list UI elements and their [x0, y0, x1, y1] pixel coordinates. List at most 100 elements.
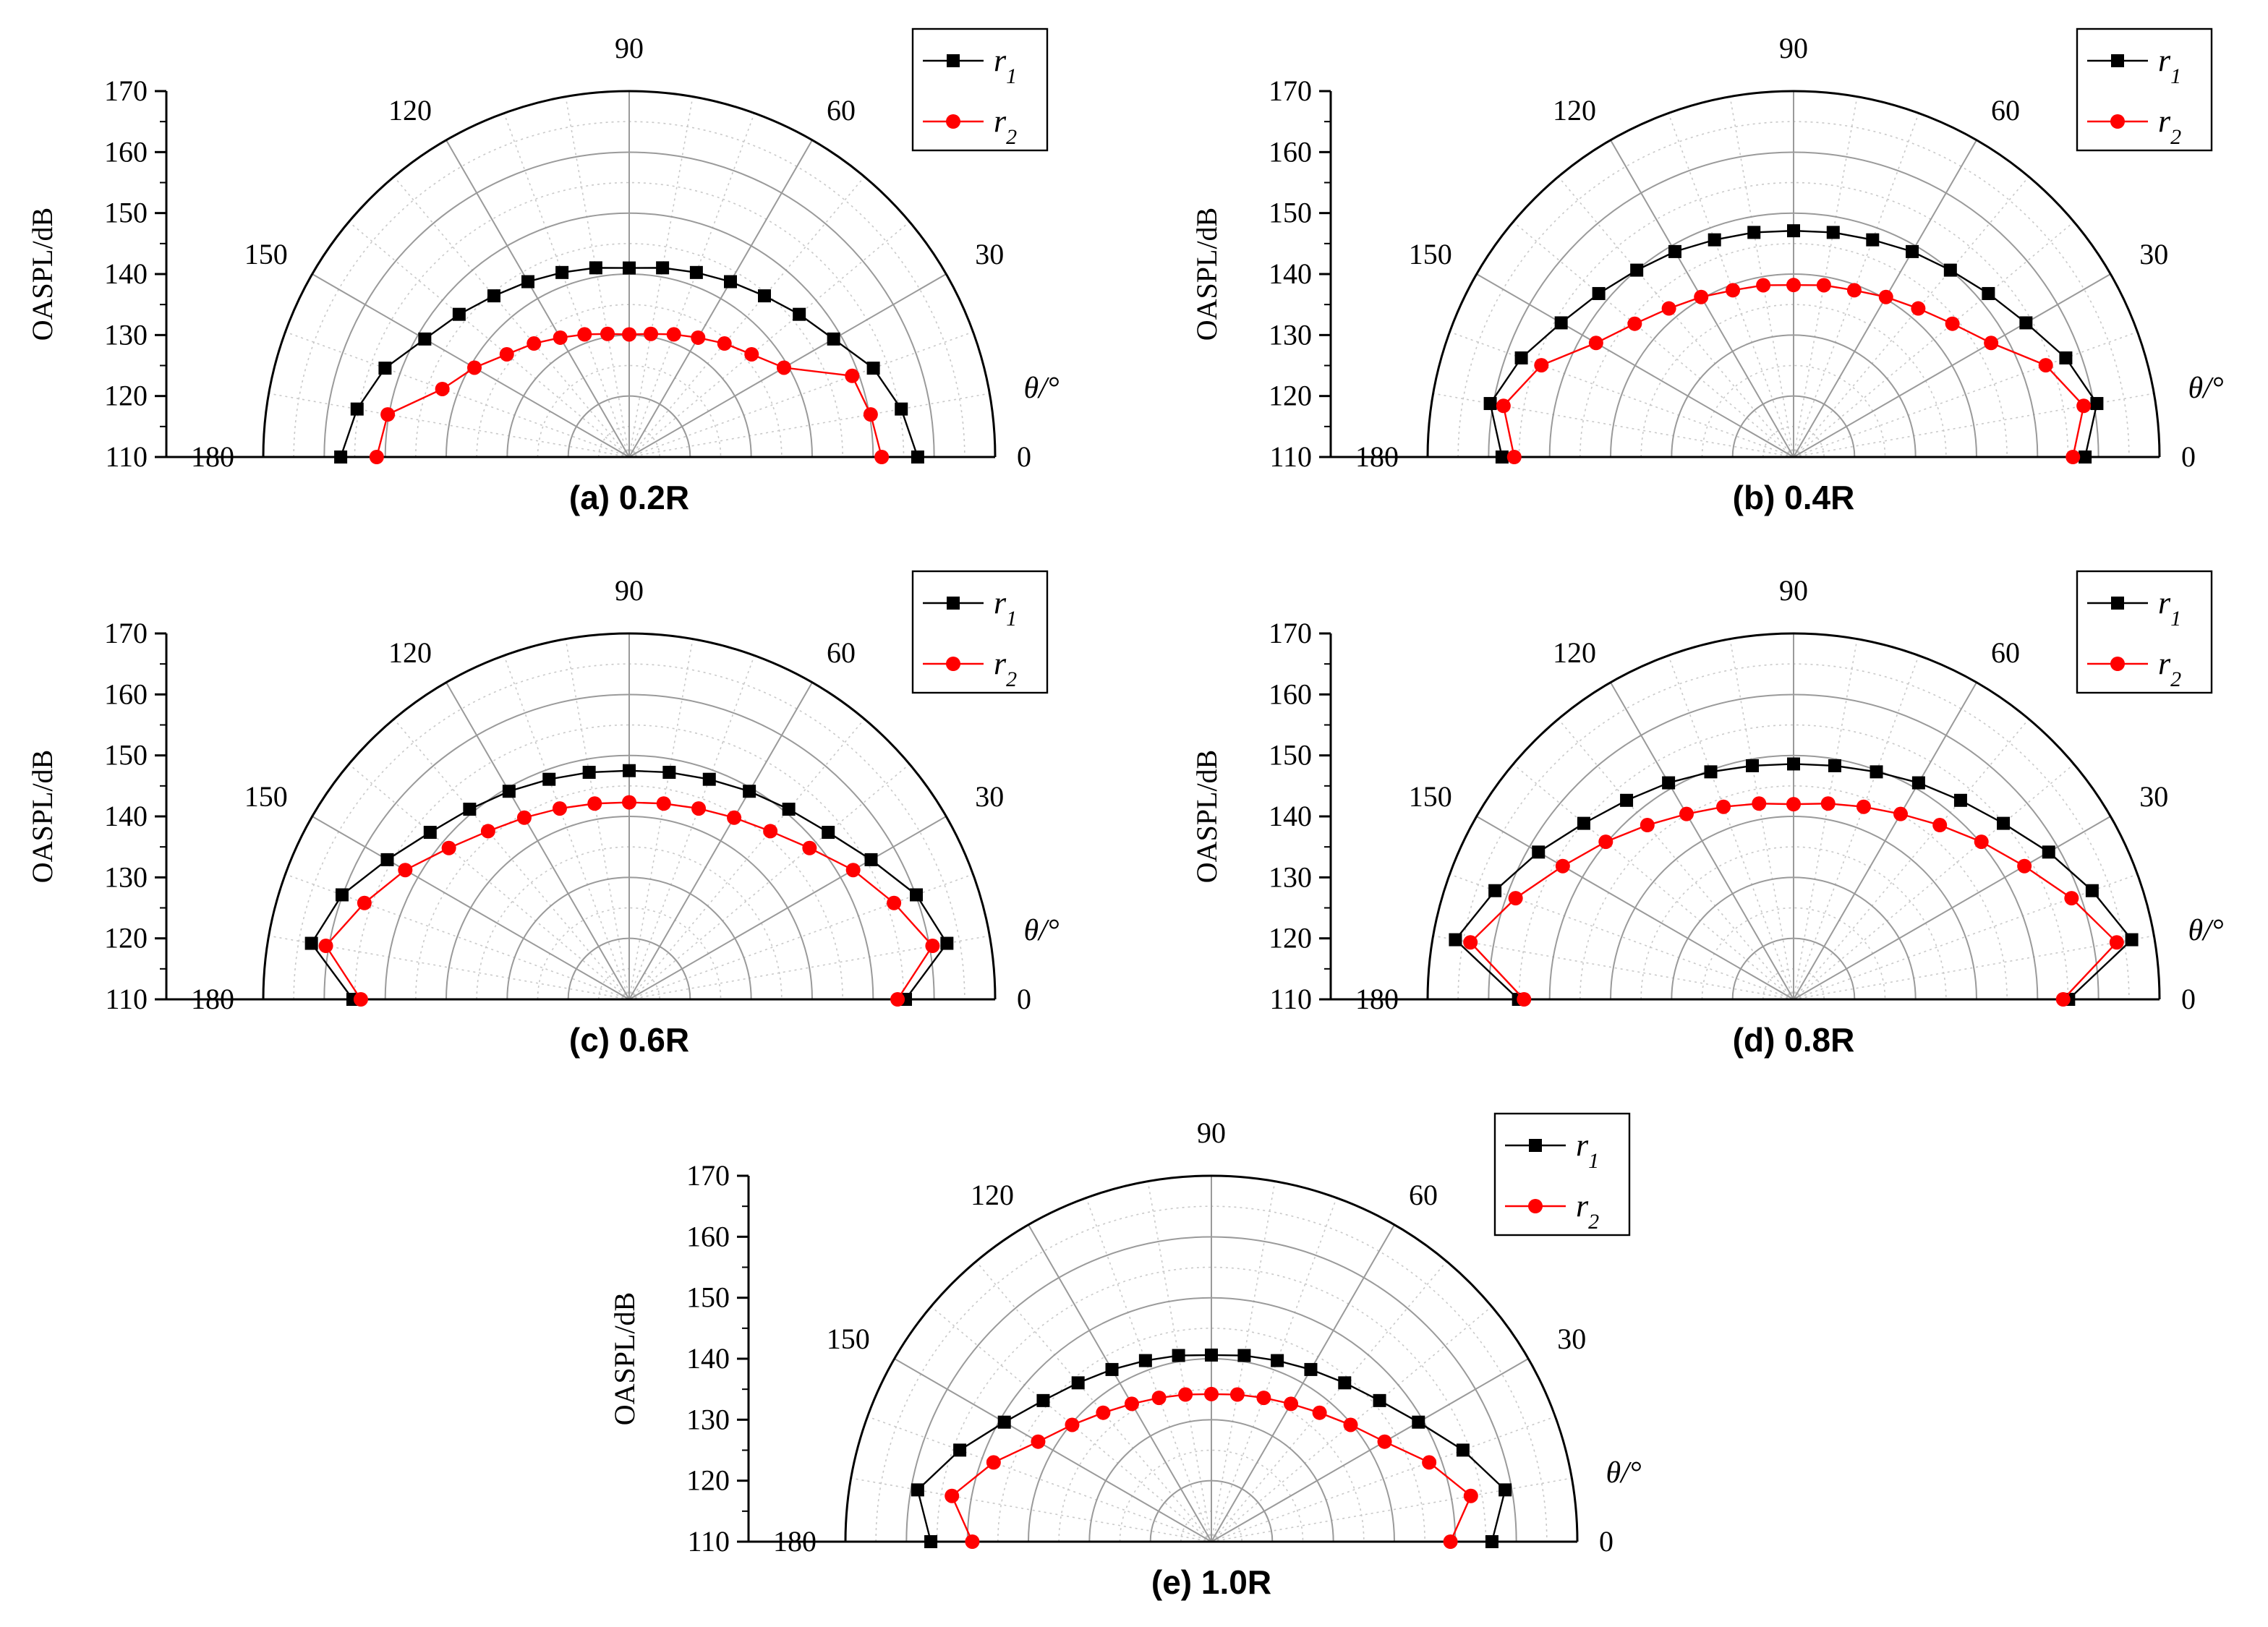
data-point-r2	[2017, 858, 2032, 874]
data-point-r2	[666, 327, 681, 342]
legend-box	[2076, 570, 2213, 694]
data-point-r1	[793, 307, 806, 321]
data-point-r1	[1787, 224, 1800, 238]
radial-tick-label: 170	[1269, 617, 1312, 649]
data-point-r2	[1508, 891, 1523, 906]
data-point-r1	[589, 261, 602, 275]
data-point-r1	[2079, 450, 2092, 464]
radial-tick-label: 130	[1269, 318, 1312, 351]
angle-axis-title: θ/°	[1023, 914, 1059, 947]
radial-tick-label: 110	[105, 983, 148, 1015]
data-point-r1	[521, 275, 535, 289]
angle-tick-label: 60	[827, 636, 856, 669]
data-point-r1	[1870, 765, 1883, 779]
data-point-r1	[864, 853, 878, 866]
angle-tick-label: 60	[1991, 636, 2020, 669]
data-point-r1	[380, 853, 394, 866]
data-point-r1	[1906, 244, 1919, 258]
data-point-r1	[1746, 759, 1760, 772]
angle-tick-label: 60	[1991, 94, 2020, 127]
data-point-r2	[691, 330, 706, 345]
legend-label-r2: r2	[2158, 103, 2181, 149]
chart-caption: (e) 1.0R	[1151, 1563, 1271, 1601]
radial-tick-label: 120	[104, 380, 148, 412]
data-point-r2	[802, 840, 817, 855]
data-point-r2	[1151, 1391, 1167, 1406]
data-point-r1	[782, 803, 796, 816]
data-point-r2	[1204, 1386, 1219, 1401]
chart-caption: (d) 0.8R	[1733, 1021, 1855, 1059]
data-point-r2	[1816, 278, 1831, 293]
radial-tick-label: 120	[104, 922, 148, 955]
data-point-r1	[623, 261, 636, 275]
data-point-r1	[1483, 397, 1497, 411]
series-r2	[1496, 278, 2092, 464]
data-point-r1	[555, 265, 569, 279]
data-point-r2	[1588, 336, 1603, 351]
radial-axis-title: OASPL/dB	[1190, 750, 1223, 884]
radial-tick-label: 130	[686, 1403, 730, 1435]
data-point-r1	[463, 803, 477, 816]
data-point-r1	[1532, 845, 1546, 859]
legend-marker-r2	[2110, 657, 2125, 671]
radial-tick-label: 120	[1269, 922, 1312, 955]
minor-grid-arc	[415, 785, 843, 1000]
data-point-r2	[644, 326, 659, 341]
radial-tick-label: 140	[104, 257, 148, 290]
data-point-r2	[577, 327, 592, 342]
radial-tick-label: 120	[686, 1464, 730, 1497]
major-grid-spoke	[628, 682, 813, 1000]
minor-grid-arc	[997, 1328, 1425, 1542]
angle-tick-label: 90	[1779, 32, 1808, 64]
data-point-r2	[1911, 301, 1926, 316]
legend-label-subscript: 1	[1588, 1149, 1599, 1173]
data-point-r2	[874, 450, 890, 464]
angle-tick-label: 30	[975, 238, 1004, 270]
data-point-r1	[423, 826, 437, 840]
data-point-r2	[925, 939, 940, 954]
legend-marker-r1	[1529, 1139, 1542, 1152]
legend-label-subscript: 1	[1006, 64, 1017, 88]
minor-grid-arc	[1701, 907, 1886, 1000]
series-r1	[1449, 757, 2139, 1006]
data-point-r2	[1178, 1387, 1193, 1402]
data-point-r2	[845, 368, 860, 383]
angle-tick-label: 120	[1553, 94, 1596, 127]
data-point-r1	[1138, 1354, 1152, 1367]
angle-tick-label: 0	[1017, 983, 1031, 1015]
angle-tick-label: 180	[191, 983, 234, 1015]
data-point-r2	[1463, 1488, 1478, 1503]
data-point-r1	[758, 289, 772, 303]
series-r1	[304, 764, 954, 1006]
radial-tick-label: 160	[1269, 135, 1312, 168]
data-point-r2	[2066, 450, 2081, 464]
chart-svg: 110 120 130 140 150 160 170 OASPL/dB 0 30 60 90 120 1…	[608, 1112, 1642, 1601]
radial-tick-label: 140	[686, 1342, 730, 1375]
data-point-r1	[2125, 933, 2139, 947]
outer-arc	[844, 1174, 1579, 1542]
data-point-r1	[418, 332, 432, 346]
data-point-r1	[2042, 845, 2055, 859]
legend-marker-r2	[946, 657, 960, 671]
outer-arc	[1426, 90, 2161, 458]
data-point-r1	[1620, 793, 1634, 807]
radial-tick-label: 130	[104, 861, 148, 893]
angle-tick-label: 60	[827, 94, 856, 127]
data-point-r1	[378, 362, 392, 375]
data-point-r2	[1506, 450, 1522, 464]
data-point-r1	[702, 772, 716, 786]
radial-tick-label: 150	[104, 197, 148, 229]
data-point-r2	[656, 796, 671, 811]
data-point-r2	[1893, 806, 1909, 821]
legend-label-subscript: 2	[2170, 667, 2181, 691]
radial-tick-label: 150	[104, 739, 148, 772]
data-point-r1	[2059, 351, 2073, 364]
data-point-r2	[727, 810, 742, 825]
angle-tick-label: 120	[388, 94, 432, 127]
data-point-r1	[2085, 884, 2099, 897]
data-point-r2	[357, 895, 372, 910]
data-point-r2	[744, 346, 759, 362]
major-grid-spoke	[1028, 1224, 1212, 1542]
data-point-r1	[1412, 1415, 1425, 1429]
